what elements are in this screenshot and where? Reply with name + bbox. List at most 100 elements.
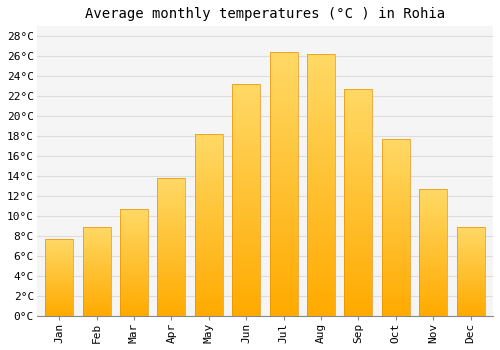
Bar <box>120 256 148 258</box>
Bar <box>195 239 223 243</box>
Bar <box>82 314 110 316</box>
Bar <box>232 182 260 186</box>
Bar <box>232 284 260 288</box>
Bar <box>270 110 297 116</box>
Bar <box>270 274 297 279</box>
Bar <box>456 266 484 268</box>
Bar <box>158 200 186 203</box>
Bar <box>307 148 335 154</box>
Bar <box>82 257 110 259</box>
Bar <box>270 231 297 237</box>
Bar <box>82 289 110 291</box>
Bar <box>270 89 297 94</box>
Bar <box>344 189 372 194</box>
Bar <box>82 302 110 303</box>
Bar <box>195 225 223 229</box>
Bar <box>419 293 447 295</box>
Bar <box>120 209 148 316</box>
Bar <box>456 286 484 287</box>
Bar <box>45 287 73 288</box>
Bar <box>120 258 148 260</box>
Bar <box>158 203 186 205</box>
Bar <box>232 205 260 209</box>
Bar <box>419 306 447 308</box>
Bar <box>344 144 372 148</box>
Bar <box>120 288 148 290</box>
Bar <box>270 310 297 316</box>
Bar <box>195 258 223 261</box>
Bar <box>120 234 148 237</box>
Bar <box>270 237 297 242</box>
Bar <box>82 234 110 236</box>
Bar <box>232 163 260 168</box>
Bar <box>270 184 297 189</box>
Bar <box>195 152 223 156</box>
Bar <box>232 89 260 93</box>
Bar <box>344 198 372 203</box>
Bar <box>419 265 447 268</box>
Bar <box>45 247 73 248</box>
Bar <box>120 220 148 222</box>
Bar <box>82 293 110 295</box>
Bar <box>232 218 260 223</box>
Bar <box>82 261 110 262</box>
Bar <box>232 121 260 126</box>
Bar <box>195 247 223 251</box>
Bar <box>456 227 484 316</box>
Bar <box>195 141 223 145</box>
Bar <box>158 286 186 288</box>
Bar <box>307 54 335 316</box>
Bar <box>82 279 110 280</box>
Bar <box>232 186 260 191</box>
Bar <box>158 264 186 266</box>
Bar <box>158 288 186 291</box>
Bar <box>45 256 73 258</box>
Bar <box>45 290 73 291</box>
Bar <box>120 262 148 265</box>
Bar <box>232 135 260 140</box>
Bar <box>45 299 73 301</box>
Bar <box>232 158 260 163</box>
Bar <box>82 241 110 243</box>
Bar <box>232 200 260 205</box>
Bar <box>45 245 73 247</box>
Bar <box>270 94 297 100</box>
Bar <box>382 192 410 196</box>
Bar <box>307 106 335 112</box>
Bar <box>232 107 260 112</box>
Bar <box>382 220 410 224</box>
Bar <box>419 212 447 215</box>
Bar <box>419 199 447 202</box>
Bar <box>419 290 447 293</box>
Bar <box>158 225 186 228</box>
Bar <box>456 273 484 275</box>
Bar <box>344 162 372 166</box>
Bar <box>419 275 447 278</box>
Bar <box>456 243 484 245</box>
Bar <box>120 237 148 239</box>
Bar <box>270 279 297 284</box>
Bar <box>195 134 223 138</box>
Bar <box>120 309 148 312</box>
Bar <box>158 258 186 261</box>
Bar <box>45 305 73 307</box>
Bar <box>120 239 148 241</box>
Bar <box>456 262 484 264</box>
Bar <box>419 313 447 316</box>
Bar <box>270 74 297 79</box>
Bar <box>382 210 410 214</box>
Bar <box>82 256 110 257</box>
Bar <box>82 284 110 286</box>
Bar <box>120 230 148 232</box>
Bar <box>45 307 73 308</box>
Bar <box>232 126 260 131</box>
Bar <box>307 127 335 133</box>
Bar <box>158 186 186 189</box>
Bar <box>344 175 372 180</box>
Bar <box>307 175 335 180</box>
Bar <box>382 139 410 316</box>
Bar <box>45 265 73 267</box>
Bar <box>270 189 297 195</box>
Bar <box>307 290 335 295</box>
Bar <box>120 224 148 226</box>
